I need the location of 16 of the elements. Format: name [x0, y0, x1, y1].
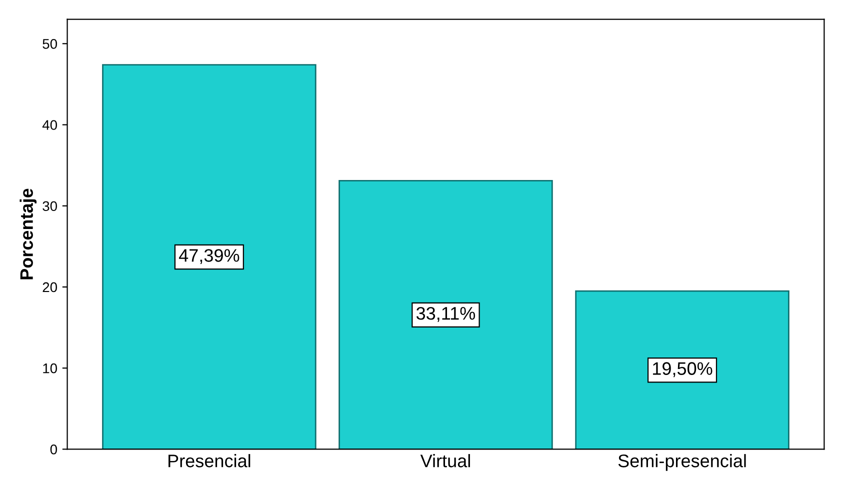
y-tick-label: 50 [42, 38, 58, 49]
y-axis-title: Porcentaje [20, 188, 37, 280]
bar [102, 64, 316, 450]
x-tick-label: Presencial [168, 454, 250, 468]
x-tick-label: Semi-presencial [618, 454, 746, 471]
data-label: 47,39% [178, 249, 240, 264]
bar [338, 180, 553, 450]
data-label: 33,11% [416, 306, 476, 322]
y-tick-label: 10 [43, 363, 58, 374]
data-label: 19,50% [653, 362, 712, 378]
x-tick-label: Virtual [420, 454, 470, 468]
y-tick-label: 20 [42, 282, 58, 292]
y-tick-label: 40 [42, 120, 58, 130]
y-tick-label: 0 [50, 444, 58, 454]
bar [575, 290, 790, 450]
y-tick-label: 30 [42, 201, 58, 212]
